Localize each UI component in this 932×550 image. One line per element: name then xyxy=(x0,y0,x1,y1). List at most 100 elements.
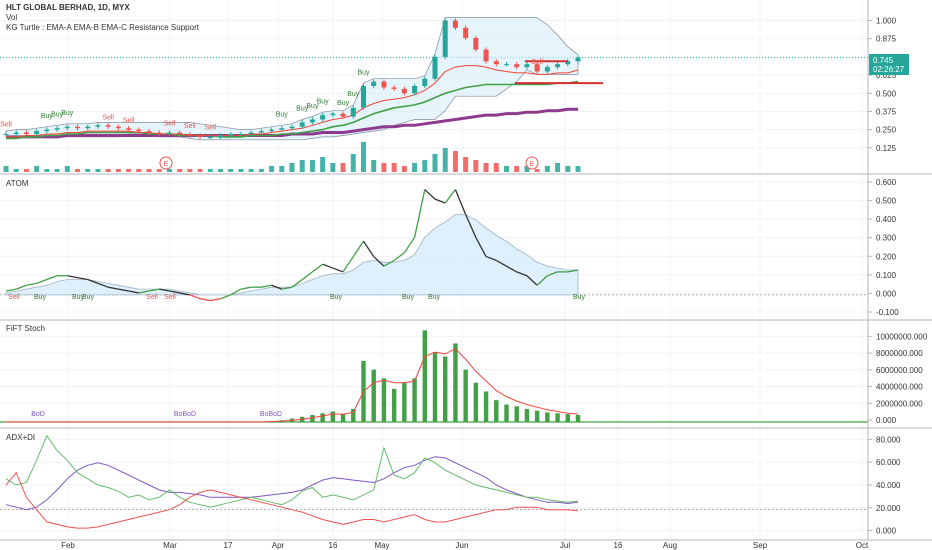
atom-signal-label: Buy xyxy=(402,294,415,301)
y-tick-label: 0.250 xyxy=(876,126,897,135)
volume-bar xyxy=(544,166,550,172)
fift-signal-line xyxy=(6,348,579,423)
candle-body xyxy=(350,107,356,117)
atom-segment xyxy=(393,252,405,261)
atom-segment xyxy=(77,276,88,281)
y-tick-label: 80.000 xyxy=(876,435,901,444)
volume-bar xyxy=(258,169,264,172)
candle-body xyxy=(3,134,9,135)
candle-body xyxy=(330,113,336,116)
earnings-event-label: E xyxy=(530,161,535,168)
minus-di-line xyxy=(5,471,579,529)
atom-signal-label: Sell xyxy=(8,294,20,301)
fift-bar xyxy=(371,369,376,422)
volume-bar xyxy=(565,166,571,172)
atom-segment xyxy=(342,256,354,273)
atom-segment xyxy=(516,271,528,277)
volume-bar xyxy=(412,163,418,172)
x-tick-label: Jul xyxy=(560,541,570,550)
volume-bar xyxy=(473,160,479,172)
y-tick-label: 0.625 xyxy=(876,71,897,80)
candle-body xyxy=(299,122,305,127)
volume-bar xyxy=(207,169,213,172)
fift-bar xyxy=(483,391,489,422)
volume-bar xyxy=(340,163,346,172)
volume-bar xyxy=(422,160,428,172)
fift-bod-label: BoD xyxy=(31,411,45,418)
volume-bar xyxy=(105,169,111,172)
candle-body xyxy=(126,128,132,130)
atom-signal-label: Buy xyxy=(573,294,586,301)
fift-bar xyxy=(432,352,438,422)
candle-body xyxy=(218,135,223,137)
candle-body xyxy=(136,129,142,132)
y-tick-label: 0.125 xyxy=(876,144,897,153)
signal-label: Sell xyxy=(102,114,114,121)
candle-body xyxy=(555,64,561,68)
volume-bar xyxy=(44,169,50,172)
atom-segment xyxy=(128,290,139,294)
fift-bar xyxy=(453,343,458,422)
y-tick-label: 0.200 xyxy=(876,252,897,261)
volume-bar xyxy=(146,169,152,172)
volume-bar xyxy=(269,166,275,172)
y-tick-label: 60.000 xyxy=(876,458,901,467)
fift-bod-label: BoBoD xyxy=(174,411,196,418)
volume-bar xyxy=(54,169,60,172)
signal-label: Buy xyxy=(296,106,309,113)
fift-bar xyxy=(330,411,336,422)
atom-segment xyxy=(210,298,221,302)
fift-bar xyxy=(473,382,479,422)
candle-body xyxy=(105,125,111,127)
fift-bar xyxy=(565,414,570,422)
y-tick-label: -0.100 xyxy=(876,308,899,317)
kg-turtle-label: KG Turtle : EMA-A EMA-B EMA-C Resistance… xyxy=(6,23,200,32)
atom-signal-label: Buy xyxy=(330,294,343,301)
earnings-event-circle xyxy=(525,156,539,170)
y-tick-label: 0.375 xyxy=(876,107,897,116)
x-tick-label: Jun xyxy=(456,541,469,550)
atom-segment xyxy=(220,294,231,300)
signal-label: Buy xyxy=(317,98,330,105)
y-tick-label: 0.500 xyxy=(876,197,897,206)
fift-bar xyxy=(443,356,448,422)
atom-segment xyxy=(536,275,548,286)
signal-label: Buy xyxy=(41,113,54,120)
atom-segment xyxy=(15,284,27,290)
volume-bar xyxy=(371,160,377,172)
x-tick-label: Apr xyxy=(272,541,285,550)
atom-segment xyxy=(87,278,99,284)
candle-body xyxy=(483,49,489,62)
volume-bar xyxy=(309,160,315,172)
atom-segment xyxy=(138,290,150,294)
y-tick-label: 6000000.000 xyxy=(876,366,923,375)
candle-body xyxy=(228,134,234,136)
fift-bar xyxy=(545,412,550,422)
atom-signal-label: Sell xyxy=(146,294,158,301)
candle-body xyxy=(412,86,418,94)
candle-body xyxy=(401,88,407,94)
candle-body xyxy=(361,86,366,108)
plus-di-line xyxy=(5,434,579,508)
atom-segment xyxy=(547,271,558,277)
volume-bar xyxy=(452,151,458,172)
y-tick-label: 1.000 xyxy=(876,17,897,26)
signal-label: Buy xyxy=(337,100,350,107)
turtle-channel xyxy=(5,17,579,141)
atom-segment xyxy=(230,288,242,296)
atom-segment xyxy=(179,292,190,296)
candle-body xyxy=(381,81,387,88)
atom-segment xyxy=(424,189,436,200)
volume-bar xyxy=(442,148,448,172)
y-tick-label: 8000000.000 xyxy=(876,349,923,358)
volume-bar xyxy=(115,169,121,172)
x-tick-label: 17 xyxy=(224,541,233,550)
atom-signal-label: Buy xyxy=(82,294,95,301)
candle-body xyxy=(23,132,29,134)
y-tick-label: 0.300 xyxy=(876,234,897,243)
x-tick-label: May xyxy=(374,541,389,550)
fift-bar xyxy=(351,408,356,422)
x-tick-label: Mar xyxy=(163,541,177,550)
atom-signal-label: Buy xyxy=(72,294,85,301)
